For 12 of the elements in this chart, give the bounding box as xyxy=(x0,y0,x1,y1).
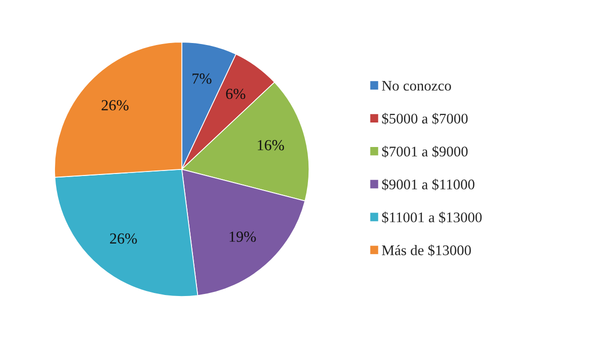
data-label: 26% xyxy=(102,100,128,110)
legend-label: $7001 a $9000 xyxy=(382,146,468,158)
legend-label: Más de $13000 xyxy=(382,244,471,256)
data-label: 26% xyxy=(110,233,137,244)
data-label: 19% xyxy=(230,232,256,242)
data-label: 16% xyxy=(258,140,284,150)
data-label: 6% xyxy=(226,88,246,100)
legend-label: $11001 a $13000 xyxy=(382,212,482,224)
legend-label: $5000 a $7000 xyxy=(382,112,468,125)
legend-label: $9001 a $11000 xyxy=(382,178,474,190)
legend-label: No conozco xyxy=(382,80,452,91)
data-label: 7% xyxy=(192,73,212,84)
